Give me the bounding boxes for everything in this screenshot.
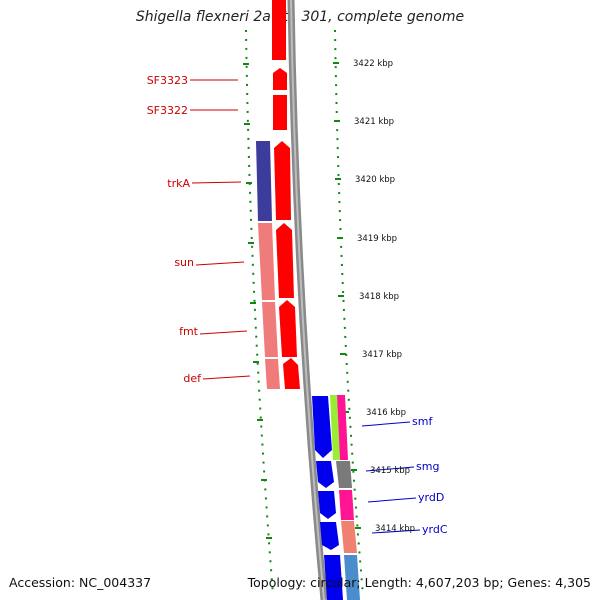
gene-label-sun: sun <box>174 256 194 269</box>
gene-yrdD-feature[interactable] <box>339 490 354 520</box>
genome-backbone <box>287 0 328 600</box>
gene-yrdD-strand-feature[interactable] <box>318 491 336 519</box>
accession-text: Accession: NC_004337 <box>9 575 152 590</box>
left-ticks <box>243 63 272 539</box>
gene-label-smg: smg <box>416 460 439 473</box>
gene-label-SF3322: SF3322 <box>147 104 188 117</box>
gene-block[interactable] <box>272 0 286 60</box>
kbp-label: 3420 kbp <box>355 175 395 185</box>
gene-fmt-feature[interactable] <box>262 302 278 357</box>
gene-label-yrdD: yrdD <box>418 491 444 504</box>
label-leader <box>202 375 251 380</box>
gene-smf-strand-feature[interactable] <box>312 396 332 458</box>
gene-feature[interactable] <box>344 555 360 600</box>
label-leader <box>367 497 417 503</box>
gene-SF3322-feature[interactable] <box>273 95 287 130</box>
gene-SF3323-feature[interactable] <box>273 68 287 90</box>
gene-smf-feature[interactable] <box>337 395 348 460</box>
kbp-label: 3417 kbp <box>362 350 402 360</box>
label-leader <box>365 466 415 472</box>
label-leader <box>199 330 248 335</box>
gene-def-strand-feature[interactable] <box>283 358 300 389</box>
kbp-ticks <box>333 62 361 529</box>
kbp-label: 3414 kbp <box>375 524 415 534</box>
label-leader <box>191 181 242 184</box>
gene-def-feature[interactable] <box>265 359 280 389</box>
gene-fmt-strand-feature[interactable] <box>279 300 297 357</box>
right-dotted-axis <box>334 29 364 596</box>
gene-yrdC-feature[interactable] <box>341 521 357 553</box>
reverse-genes <box>312 396 343 600</box>
gene-smg-strand-feature[interactable] <box>316 461 334 488</box>
gene-label-yrdC: yrdC <box>422 523 448 536</box>
map-title: Shigella flexneri 2a str. 301, complete … <box>135 9 465 25</box>
kbp-label: 3418 kbp <box>359 292 399 302</box>
kbp-label: 3416 kbp <box>366 408 406 418</box>
gene-label-def: def <box>183 372 202 385</box>
gene-trkA-feature[interactable] <box>256 141 272 221</box>
genome-backbone-highlight <box>290 0 325 600</box>
kbp-label: 3421 kbp <box>354 117 394 127</box>
gene-feature[interactable] <box>324 555 343 600</box>
gene-feature[interactable] <box>274 141 291 220</box>
gene-smf-green-feature[interactable] <box>330 395 340 460</box>
kbp-label: 3419 kbp <box>357 234 397 244</box>
gene-feature[interactable] <box>276 223 294 298</box>
kbp-label: 3422 kbp <box>353 59 393 69</box>
right-gene-labels: smf smg yrdD yrdC <box>361 415 448 536</box>
topology-text: Topology: circular; Length: 4,607,203 bp… <box>247 575 591 590</box>
gene-label-smf: smf <box>412 415 433 428</box>
gene-label-trkA: trkA <box>167 177 190 190</box>
kbp-labels: 3422 kbp 3421 kbp 3420 kbp 3419 kbp 3418… <box>353 59 415 534</box>
gene-label-SF3323: SF3323 <box>147 74 188 87</box>
gene-yrdC-strand-feature[interactable] <box>320 522 339 550</box>
left-gene-labels: SF3323 SF3322 trkA sun fmt def <box>147 74 251 385</box>
left-column-genes <box>256 141 280 389</box>
kbp-label: 3415 kbp <box>370 466 410 476</box>
label-leader <box>195 261 245 266</box>
forward-genes <box>272 0 300 389</box>
label-leader <box>361 421 411 427</box>
label-leader <box>371 529 421 534</box>
gene-label-fmt: fmt <box>179 325 199 338</box>
dotted-axes <box>245 29 364 596</box>
right-column-genes <box>330 395 360 600</box>
gene-smg-feature[interactable] <box>336 461 352 488</box>
gene-sun-feature[interactable] <box>258 223 275 300</box>
